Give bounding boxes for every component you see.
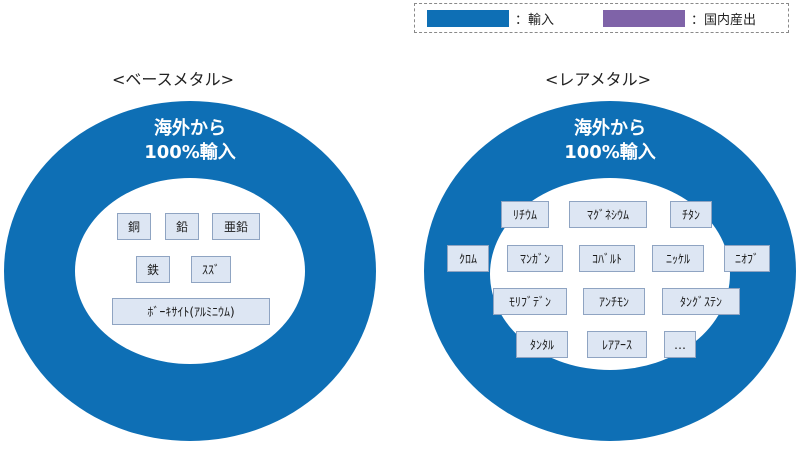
metal-tantalum: ﾀﾝﾀﾙ: [516, 331, 568, 358]
metal-lithium: ﾘﾁｳﾑ: [501, 201, 549, 228]
import-legend-label: ：輸入: [515, 13, 555, 28]
metal-chromium: ｸﾛﾑ: [447, 245, 489, 272]
metal-manganese: ﾏﾝｶﾞﾝ: [507, 245, 563, 272]
base-metal-inner-circle: [75, 178, 305, 364]
rare-ring-label-line1: 海外から: [574, 118, 646, 139]
metal-tungsten: ﾀﾝｸﾞｽﾃﾝ: [662, 288, 740, 315]
legend: ：輸入 ：国内産出: [414, 3, 789, 33]
metal-lead: 鉛: [165, 213, 199, 240]
domestic-legend-label: ：国内産出: [691, 13, 757, 28]
metal-tin: ｽｽﾞ: [191, 256, 231, 283]
metal-nickel: ﾆｯｹﾙ: [652, 245, 704, 272]
rare-metal-ring-label: 海外から 100%輸入: [560, 117, 660, 165]
metal-zinc: 亜鉛: [212, 213, 260, 240]
base-ring-label-line2: 100%輸入: [144, 142, 236, 163]
base-ring-label-line1: 海外から: [154, 118, 226, 139]
domestic-legend-swatch: [603, 10, 685, 27]
base-metal-ring-label: 海外から 100%輸入: [140, 117, 240, 165]
base-metal-title: <ベースメタル>: [112, 70, 235, 89]
metal-bauxite: ﾎﾞｰｷｻｲﾄ(ｱﾙﾐﾆｳﾑ): [112, 298, 270, 325]
rare-ring-label-line2: 100%輸入: [564, 142, 656, 163]
metal-others: …: [664, 331, 696, 358]
metal-titanium: ﾁﾀﾝ: [670, 201, 712, 228]
metal-niobium: ﾆｵﾌﾞ: [724, 245, 770, 272]
metal-cobalt: ｺﾊﾞﾙﾄ: [579, 245, 635, 272]
metal-magnesium: ﾏｸﾞﾈｼｳﾑ: [569, 201, 647, 228]
metal-iron: 鉄: [136, 256, 170, 283]
rare-metal-title: <レアメタル>: [545, 70, 652, 89]
metal-copper: 銅: [117, 213, 151, 240]
metal-rare-earth: ﾚｱｱｰｽ: [587, 331, 647, 358]
import-legend-swatch: [427, 10, 509, 27]
metal-antimony: ｱﾝﾁﾓﾝ: [583, 288, 645, 315]
metal-molybdenum: ﾓﾘﾌﾞﾃﾞﾝ: [493, 288, 567, 315]
